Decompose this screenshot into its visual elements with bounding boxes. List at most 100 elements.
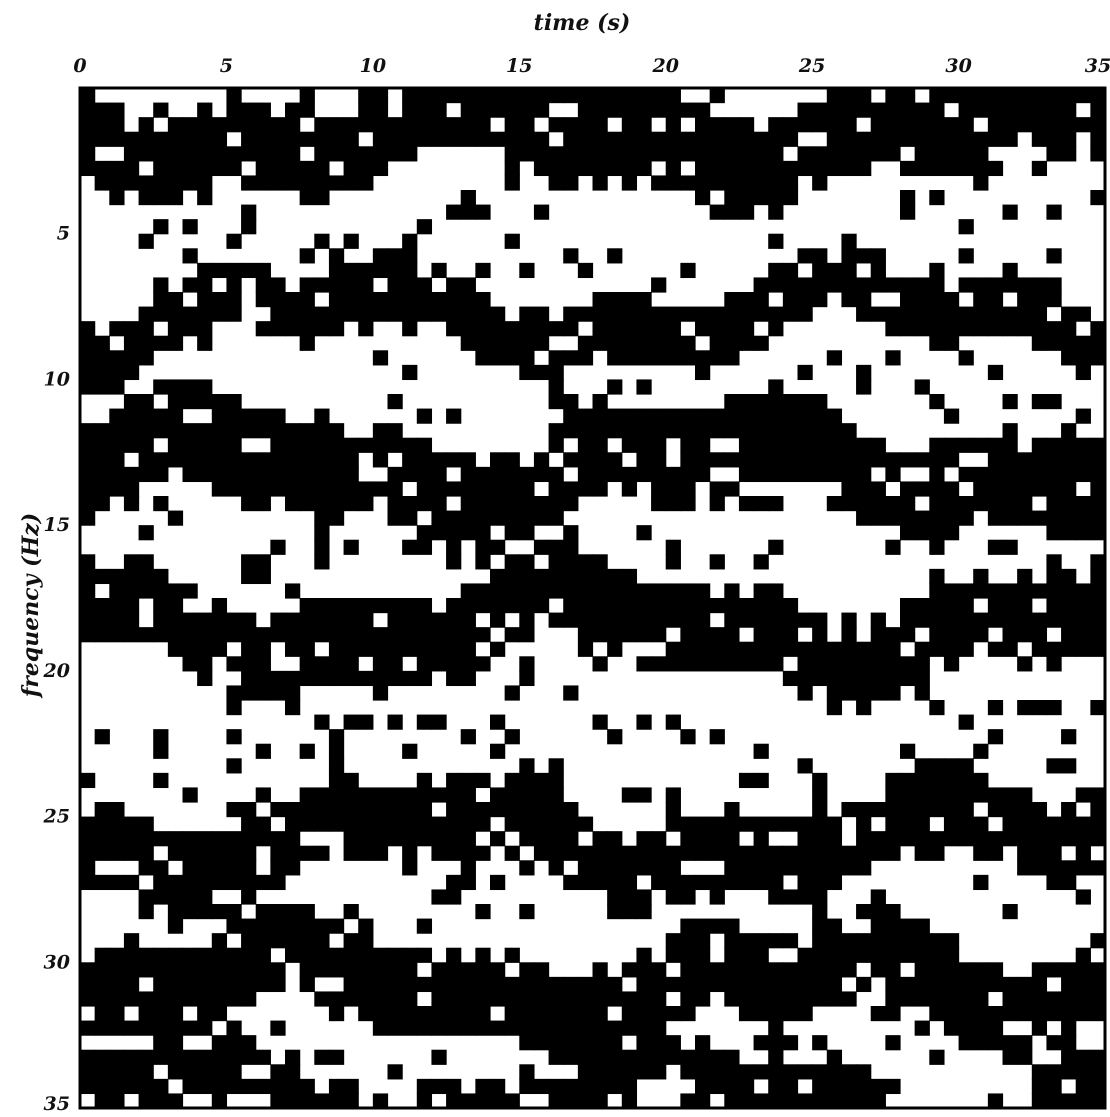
heatmap-cell (841, 860, 857, 876)
heatmap-cell (197, 175, 213, 191)
heatmap-cell (1031, 700, 1048, 716)
heatmap-cell (826, 160, 843, 177)
heatmap-cell (94, 117, 110, 133)
heatmap-cell (211, 598, 228, 614)
heatmap-cell (826, 933, 843, 949)
heatmap-cell (797, 408, 813, 424)
heatmap-cell (519, 117, 535, 133)
heatmap-cell (929, 452, 945, 468)
heatmap-cell (255, 831, 271, 847)
heatmap-cell (826, 1078, 843, 1095)
heatmap-cell (987, 539, 1004, 555)
heatmap-cell (167, 976, 184, 993)
heatmap-cell (270, 933, 286, 949)
heatmap-cell (285, 1093, 301, 1109)
heatmap-cell (943, 481, 960, 497)
heatmap-cell (109, 583, 125, 599)
heatmap-cell (241, 831, 257, 847)
heatmap-cell (680, 306, 696, 322)
heatmap-cell (636, 889, 652, 905)
heatmap-cell (592, 583, 608, 599)
heatmap-cell (431, 816, 447, 832)
heatmap-cell (270, 481, 286, 497)
heatmap-cell (446, 598, 462, 614)
heatmap-cell (709, 146, 725, 162)
heatmap-cell (1046, 466, 1062, 483)
heatmap-cell (680, 102, 696, 118)
heatmap-cell (285, 452, 301, 468)
heatmap-cell (167, 904, 184, 920)
heatmap-cell (548, 437, 564, 453)
heatmap-cell (182, 379, 198, 395)
heatmap-cell (255, 1078, 271, 1095)
heatmap-cell (314, 423, 330, 439)
heatmap-cell (1075, 976, 1091, 993)
heatmap-cell (431, 612, 447, 628)
heatmap-cell (826, 991, 843, 1007)
heatmap-cell (109, 845, 125, 861)
heatmap-cell (153, 1093, 169, 1109)
heatmap-cell (270, 918, 286, 934)
heatmap-cell (211, 947, 228, 963)
heatmap-cell (504, 598, 520, 614)
heatmap-cell (577, 262, 594, 279)
heatmap-cell (753, 772, 769, 789)
heatmap-cell (314, 117, 330, 133)
heatmap-cell (826, 117, 843, 133)
heatmap-cell (695, 131, 711, 147)
heatmap-cell (592, 976, 608, 993)
heatmap-cell (636, 146, 652, 162)
heatmap-cell (812, 452, 828, 468)
heatmap-cell (533, 306, 550, 322)
heatmap-cell (929, 758, 945, 774)
heatmap-cell (1075, 1093, 1091, 1109)
heatmap-cell (856, 88, 872, 104)
heatmap-cell (416, 947, 433, 963)
heatmap-cell (1031, 88, 1048, 104)
heatmap-cell (314, 466, 330, 483)
heatmap-cell (592, 437, 608, 453)
heatmap-cell (270, 860, 286, 876)
heatmap-cell (153, 408, 169, 424)
heatmap-cell (621, 598, 638, 614)
heatmap-cell (768, 962, 784, 978)
heatmap-cell (533, 1020, 550, 1036)
heatmap-cell (182, 248, 198, 264)
heatmap-cell (153, 423, 169, 439)
heatmap-cell (372, 481, 389, 497)
heatmap-cell (138, 175, 154, 191)
heatmap-cell (123, 175, 140, 191)
heatmap-cell (987, 641, 1004, 657)
heatmap-cell (1090, 612, 1106, 628)
heatmap-cell (724, 1049, 740, 1065)
heatmap-cell (870, 1006, 886, 1022)
heatmap-cell (1090, 321, 1106, 337)
heatmap-cell (533, 1035, 550, 1051)
heatmap-cell (607, 350, 623, 366)
heatmap-cell (1031, 117, 1048, 133)
heatmap-cell (328, 437, 345, 453)
heatmap-cell (153, 1078, 169, 1095)
heatmap-cell (197, 1020, 213, 1036)
heatmap-cell (343, 627, 359, 643)
heatmap-cell (856, 1064, 872, 1080)
heatmap-cell (270, 146, 286, 162)
heatmap-cell (636, 714, 652, 730)
heatmap-cell (1002, 787, 1018, 803)
heatmap-cell (709, 423, 725, 439)
heatmap-cell (958, 117, 974, 133)
heatmap-cell (636, 598, 652, 614)
heatmap-cell (738, 772, 755, 789)
heatmap-cell (621, 627, 638, 643)
heatmap-cell (197, 102, 213, 118)
heatmap-cell (680, 437, 696, 453)
heatmap-cell (665, 1035, 681, 1051)
heatmap-cell (519, 466, 535, 483)
heatmap-cell (812, 656, 828, 672)
heatmap-cell (109, 874, 125, 891)
heatmap-cell (621, 1006, 638, 1022)
heatmap-cell (1090, 335, 1106, 351)
heatmap-cell (328, 248, 345, 264)
heatmap-cell (826, 976, 843, 993)
heatmap-cell (1017, 700, 1033, 716)
